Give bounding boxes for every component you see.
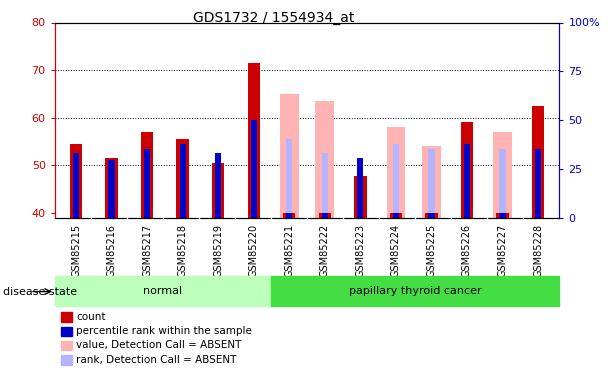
Bar [499,213,506,217]
Bar [70,144,82,218]
Bar [105,158,118,218]
Text: papillary thyroid cancer: papillary thyroid cancer [349,286,482,296]
Text: GDS1732 / 1554934_at: GDS1732 / 1554934_at [193,11,354,25]
Text: rank, Detection Call = ABSENT: rank, Detection Call = ABSENT [76,355,237,364]
Bar [319,213,331,217]
Bar [322,153,328,218]
Bar [387,127,405,218]
Bar [141,132,153,218]
Bar [428,148,435,217]
Text: disease state: disease state [3,287,77,297]
Text: value, Detection Call = ABSENT: value, Detection Call = ABSENT [76,340,241,350]
Text: count: count [76,312,106,322]
Bar [283,213,295,217]
Bar [428,213,435,217]
Text: normal: normal [143,286,182,296]
Bar [461,122,473,218]
Bar [144,148,150,217]
Bar [247,63,260,217]
Bar [358,158,364,218]
Bar [496,213,509,217]
Bar [422,146,441,218]
Text: percentile rank within the sample: percentile rank within the sample [76,326,252,336]
Bar [280,94,299,218]
Bar [532,106,544,218]
Bar [322,213,328,217]
Bar [55,276,271,306]
Bar [176,139,189,218]
Bar [179,144,186,218]
Bar [464,144,470,218]
Bar [393,213,399,217]
Bar [535,148,541,217]
Bar [316,101,334,217]
Bar [286,139,292,218]
Bar [212,163,224,218]
Bar [271,276,559,306]
Bar [286,213,292,217]
Bar [493,132,512,218]
Bar [215,153,221,218]
Bar [499,148,506,217]
Bar [425,213,438,217]
Bar [390,213,402,217]
Bar [393,144,399,218]
Bar [250,120,257,218]
Bar [108,160,115,218]
Bar [354,176,367,217]
Bar [73,153,79,218]
